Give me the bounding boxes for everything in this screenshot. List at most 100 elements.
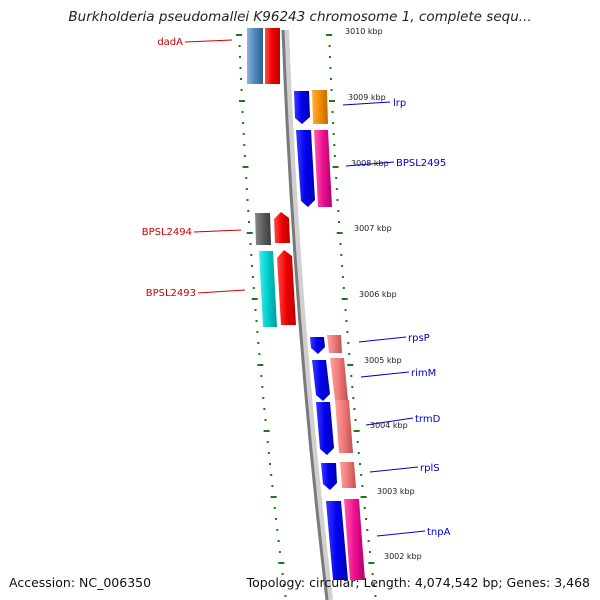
feature-tnpA[interactable]: [344, 499, 365, 580]
right-tick-mark: [347, 342, 350, 344]
left-tick-mark: [255, 320, 258, 322]
map-title: Burkholderia pseudomallei K96243 chromos…: [68, 9, 532, 25]
right-tick-mark: [337, 210, 340, 212]
left-tick-mark: [275, 518, 278, 520]
feature-trmD[interactable]: [335, 400, 353, 453]
kbp-label-3010: 3010 kbp: [345, 27, 383, 36]
right-tick-mark: [335, 188, 338, 190]
kbp-label-3005: 3005 kbp: [364, 356, 402, 365]
right-tick-mark: [332, 133, 335, 135]
right-tick-mark: [374, 595, 377, 597]
right-tick-mark: [368, 551, 371, 553]
left-tick-mark: [256, 331, 259, 333]
right-tick-mark: [347, 364, 354, 366]
gene-label-BPSL2495[interactable]: BPSL2495: [396, 158, 446, 169]
right-leader-lines: [342, 101, 426, 537]
left-tick-mark: [277, 540, 280, 542]
kbp-label-3004: 3004 kbp: [370, 421, 408, 430]
feature-BPSL2493-cyan[interactable]: [259, 251, 277, 327]
left-tick-mark: [240, 78, 242, 80]
left-tick-mark: [242, 166, 249, 168]
right-tick-mark: [371, 573, 374, 575]
feature-rplS[interactable]: [340, 462, 356, 488]
left-tick-mark: [257, 342, 260, 344]
right-tick-mark: [345, 320, 348, 322]
feature-dadA-steel[interactable]: [247, 28, 263, 84]
gene-label-BPSL2493[interactable]: BPSL2493: [146, 288, 196, 299]
left-tick-mark: [278, 551, 281, 553]
kbp-label-3003: 3003 kbp: [377, 487, 415, 496]
feature-lrp[interactable]: [312, 90, 328, 124]
right-tick-mark: [332, 166, 339, 168]
right-tick-mark: [367, 540, 370, 542]
feature-rimM-blue[interactable]: [312, 360, 330, 401]
gene-label-dadA[interactable]: dadA: [157, 37, 183, 48]
feature-BPSL2494[interactable]: [274, 212, 290, 243]
feature-dadA[interactable]: [265, 28, 280, 84]
backbone-shadow: [283, 29, 333, 600]
left-tick-mark: [271, 485, 274, 487]
right-tick-mark: [346, 331, 349, 333]
right-tick-mark: [360, 496, 367, 498]
gene-label-rplS[interactable]: rplS: [420, 463, 440, 474]
left-tick-mark: [258, 353, 261, 355]
feature-BPSL2493[interactable]: [277, 250, 296, 325]
gene-label-rpsP[interactable]: rpsP: [408, 333, 430, 344]
left-tick-mark: [257, 364, 264, 366]
right-tick-mark: [332, 122, 335, 124]
left-tick-mark: [249, 243, 252, 245]
feature-BPSL2494-gray[interactable]: [255, 213, 271, 245]
feature-lrp-blue[interactable]: [294, 91, 310, 124]
gene-label-rimM[interactable]: rimM: [411, 368, 436, 379]
left-tick-mark: [278, 562, 285, 564]
gene-label-BPSL2494[interactable]: BPSL2494: [142, 227, 192, 238]
gene-label-tnpA[interactable]: tnpA: [427, 527, 451, 538]
right-tick-mark: [329, 100, 335, 102]
left-tick-mark: [248, 221, 250, 223]
right-tick-mark: [329, 67, 332, 69]
right-tick-mark: [342, 287, 345, 289]
sequence-summary: Topology: circular; Length: 4,074,542 bp…: [246, 575, 590, 590]
feature-rpsP-blue[interactable]: [310, 337, 325, 354]
right-tick-mark: [333, 144, 336, 146]
right-tick-mark: [336, 232, 343, 234]
kbp-label-3006: 3006 kbp: [359, 290, 397, 299]
left-tick-mark: [262, 397, 265, 399]
feature-trmD-blue[interactable]: [316, 402, 334, 455]
left-tick-mark: [264, 419, 267, 421]
left-tick-mark: [245, 188, 248, 190]
left-tick-mark: [266, 441, 269, 443]
accession-text: Accession: NC_006350: [9, 575, 152, 590]
right-tick-mark: [368, 562, 375, 564]
left-tick-mark: [283, 584, 285, 586]
right-tick-mark: [338, 221, 340, 223]
left-tick-mark: [241, 111, 244, 113]
kbp-label-3008: 3008 kbp: [351, 159, 389, 168]
right-tick-mark: [373, 584, 375, 586]
feature-rplS-blue[interactable]: [321, 463, 337, 490]
right-tick-mark: [348, 353, 351, 355]
feature-BPSL2495[interactable]: [314, 130, 332, 207]
right-tick-mark: [341, 276, 344, 278]
feature-tnpA-blue[interactable]: [326, 501, 348, 580]
right-tick-mark: [344, 309, 347, 311]
right-tick-mark: [353, 408, 356, 410]
gene-label-lrp[interactable]: lrp: [393, 98, 406, 109]
right-tick-mark: [365, 518, 368, 520]
feature-rimM[interactable]: [330, 358, 348, 400]
gene-label-trmD[interactable]: trmD: [415, 414, 441, 425]
left-tick-mark: [260, 375, 263, 377]
right-tick-mark: [336, 199, 339, 201]
left-tick-mark: [247, 210, 250, 212]
left-tick-mark: [250, 254, 253, 256]
right-tick-mark: [340, 254, 343, 256]
left-tick-mark: [246, 232, 253, 234]
left-leader-lines: [184, 39, 246, 294]
feature-BPSL2495-blue[interactable]: [296, 130, 315, 207]
right-tick-mark: [357, 452, 360, 454]
right-tick-mark: [353, 430, 360, 432]
left-tick-mark: [267, 452, 270, 454]
left-tick-mark: [276, 529, 279, 531]
feature-rpsP[interactable]: [327, 335, 342, 353]
